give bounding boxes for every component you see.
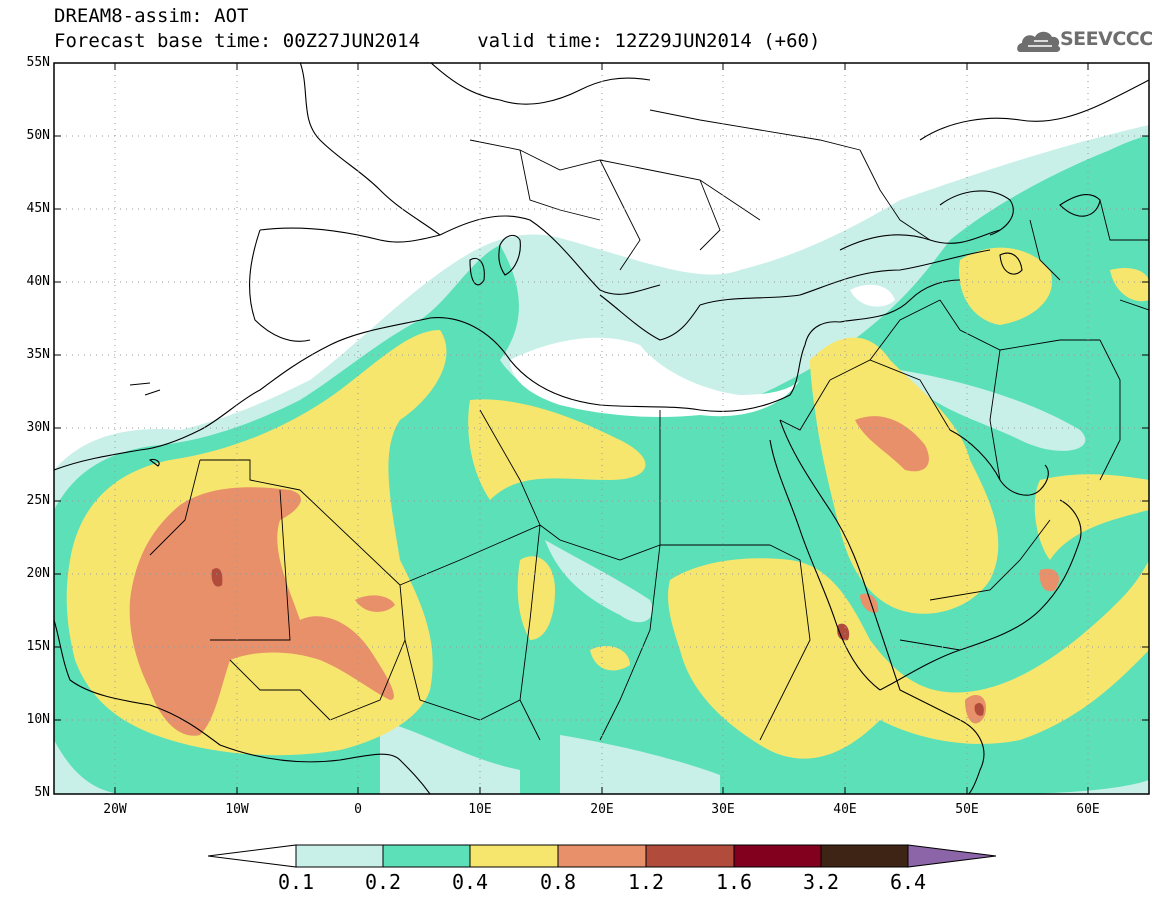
colorbar-segment	[733, 844, 822, 868]
lat-label: 20N	[26, 566, 50, 581]
colorbar-segment	[645, 844, 735, 868]
colorbar-label: 0.2	[364, 870, 402, 894]
aot-contour-0.4	[590, 645, 630, 671]
map-frame	[54, 63, 1149, 794]
colorbar-over-arrow	[907, 844, 997, 868]
lat-label: 45N	[26, 201, 50, 216]
lon-label: 60E	[1076, 802, 1100, 817]
logo-text: SEEVCCC	[1060, 28, 1153, 50]
aot-contour-0.8	[129, 487, 394, 736]
lat-label: 15N	[26, 639, 50, 654]
colorbar-segment	[820, 844, 909, 868]
colorbar-label: 1.2	[627, 870, 665, 894]
lat-label: 30N	[26, 420, 50, 435]
lon-label: 30E	[711, 802, 735, 817]
aot-contour-0.4	[517, 556, 555, 640]
lat-label: 50N	[26, 128, 50, 143]
lat-label: 35N	[26, 347, 50, 362]
lat-label: 55N	[26, 55, 50, 70]
lat-label: 5N	[34, 785, 50, 800]
colorbar-label: 0.8	[539, 870, 577, 894]
colorbar-under-arrow	[207, 844, 297, 868]
aot-contour-0.1	[560, 735, 720, 794]
aot-contour-0.4	[1110, 268, 1149, 302]
lon-label: 50E	[955, 802, 979, 817]
lat-label: 40N	[26, 274, 50, 289]
aot-contour-0.1	[639, 325, 777, 385]
aot-contour-0.4	[1034, 474, 1149, 560]
country-borders	[149, 109, 1149, 741]
map-subtitle: Forecast base time: 00Z27JUN2014 valid t…	[54, 30, 821, 52]
lon-label: 40E	[833, 802, 857, 817]
aot-contour-0.8	[355, 595, 395, 612]
colorbar	[207, 844, 997, 868]
lon-label: 10E	[468, 802, 492, 817]
colorbar-label: 1.6	[715, 870, 753, 894]
aot-below-0.1	[510, 337, 800, 417]
aot-contour-0.4	[468, 399, 646, 500]
colorbar-label: 6.4	[889, 870, 927, 894]
axis-ticks	[54, 63, 1149, 794]
lon-label: 20E	[590, 802, 614, 817]
aot-contour-0.1	[900, 370, 1086, 451]
lat-label: 25N	[26, 493, 50, 508]
aot-contour-1.2	[211, 568, 223, 587]
aot-contour-0.8	[860, 593, 879, 613]
colorbar-segment	[469, 844, 559, 868]
aot-contour-0.4	[810, 337, 999, 614]
aot-contour-1.2	[837, 623, 850, 641]
colorbar-segment	[295, 844, 384, 868]
lat-label: 10N	[26, 712, 50, 727]
lon-label: 10W	[225, 802, 249, 817]
aot-contour-0.1	[545, 540, 653, 623]
aot-contour-0.8	[855, 416, 929, 472]
coastlines	[54, 63, 1149, 794]
aot-contour-0.1	[700, 259, 888, 312]
aot-contour-0.4	[959, 247, 1052, 325]
colorbar-label: 0.1	[277, 870, 315, 894]
aot-contour-0.4	[668, 558, 1149, 759]
graticule	[54, 63, 1149, 794]
map-title: DREAM8-assim: AOT	[54, 5, 249, 27]
cloud-logo-icon	[1017, 31, 1061, 52]
lon-label: 20W	[103, 802, 127, 817]
aot-contour-1.2	[974, 703, 984, 716]
lon-label: 0	[354, 802, 362, 817]
colorbar-segment	[557, 844, 647, 868]
colorbar-label: 0.4	[451, 870, 489, 894]
colorbar-segment	[382, 844, 471, 868]
colorbar-label: 3.2	[802, 870, 840, 894]
aot-below-0.1	[850, 284, 895, 307]
